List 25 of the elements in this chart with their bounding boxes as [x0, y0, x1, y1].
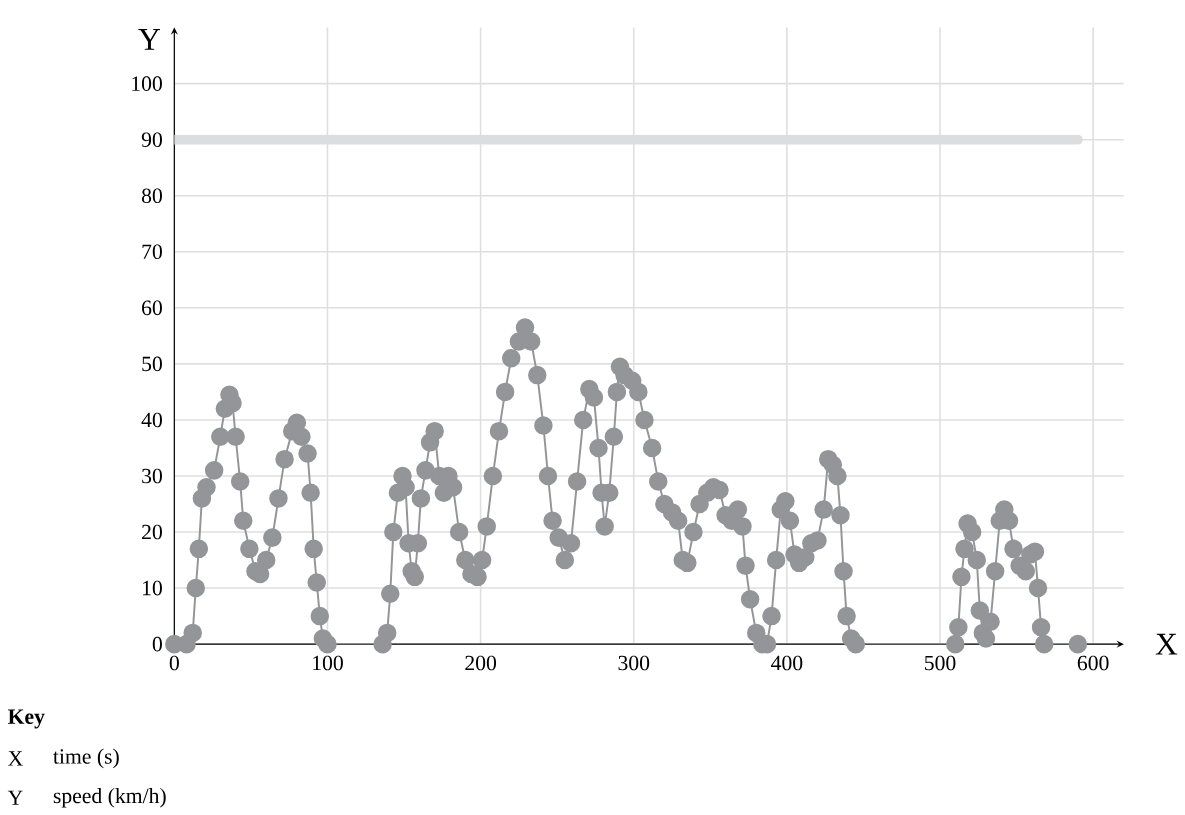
x-tick-label: 600 — [1077, 655, 1109, 671]
y-tick-label: 10 — [143, 580, 162, 596]
y-tick-label: 70 — [142, 244, 162, 260]
text: Y — [7, 790, 23, 805]
y-tick-label: 90 — [141, 132, 162, 148]
x-tick-label: 200 — [465, 655, 497, 671]
y-tick-label: 100 — [132, 76, 162, 92]
text: Key — [8, 709, 45, 729]
y-axis-title: Y — [138, 29, 161, 50]
y-tick-label: 30 — [142, 468, 162, 484]
y-tick-label: 0 — [152, 636, 162, 652]
x-tick-label: 500 — [925, 655, 956, 671]
text: time (s) — [53, 748, 119, 769]
x-tick-label: 300 — [618, 655, 650, 671]
y-tick-label: 20 — [142, 524, 162, 540]
x-tick-label: 0 — [169, 655, 179, 671]
y-tick-label: 60 — [142, 300, 162, 316]
text: speed (km/h) — [53, 788, 166, 808]
y-tick-label: 40 — [141, 412, 162, 428]
x-tick-label: 400 — [771, 655, 803, 671]
y-tick-label: 50 — [142, 356, 162, 372]
x-tick-label: 100 — [313, 655, 343, 671]
y-tick-label: 80 — [141, 188, 162, 204]
text: X — [8, 751, 23, 766]
x-axis-title: X — [1155, 633, 1178, 655]
